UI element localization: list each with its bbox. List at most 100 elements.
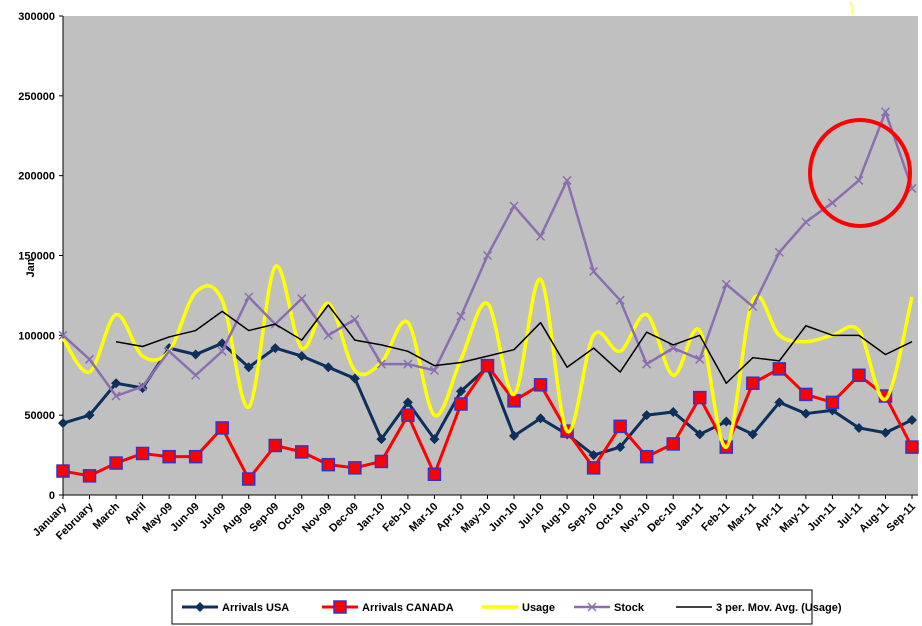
- point: [138, 381, 148, 391]
- point: [297, 294, 307, 304]
- x-tick-label: Sep-10: [566, 501, 600, 535]
- point: [825, 395, 840, 410]
- point: [905, 440, 919, 454]
- x-tick-label: Nov-10: [618, 501, 652, 535]
- point: [244, 292, 254, 302]
- point: [190, 349, 201, 360]
- point: [613, 419, 627, 434]
- x-tick-label: Jun-10: [487, 501, 521, 535]
- point: [296, 351, 307, 362]
- point: [84, 410, 95, 421]
- legend-label: Usage: [522, 602, 555, 614]
- point: [509, 201, 519, 211]
- point: [853, 422, 864, 433]
- point: [721, 416, 732, 427]
- legend-label: Arrivals CANADA: [362, 602, 454, 614]
- point: [747, 429, 758, 440]
- point: [427, 467, 442, 481]
- point: [58, 418, 68, 429]
- point: [509, 430, 520, 441]
- point: [58, 330, 68, 340]
- point: [323, 330, 333, 340]
- point: [852, 368, 866, 382]
- point: [586, 461, 601, 475]
- series-line: [61, 264, 914, 449]
- point: [668, 343, 678, 353]
- point: [376, 434, 387, 445]
- point: [455, 386, 466, 397]
- y-tick-label: 0: [49, 490, 55, 502]
- y-tick-label: 200000: [18, 171, 55, 183]
- point: [111, 378, 122, 389]
- y-tick-label: 100000: [18, 330, 55, 342]
- point: [164, 346, 174, 356]
- legend-item: Usage: [482, 602, 555, 614]
- point: [588, 450, 599, 461]
- point: [376, 359, 386, 369]
- point: [56, 464, 70, 478]
- x-tick-label: Aug-09: [220, 501, 255, 536]
- x-tick-label: Feb-11: [699, 501, 732, 534]
- point: [109, 456, 123, 470]
- legend-label: Stock: [614, 602, 645, 614]
- point: [456, 311, 466, 321]
- decoration: [849, 1, 854, 15]
- point: [880, 107, 890, 117]
- point: [642, 359, 652, 369]
- legend-marker: [587, 602, 597, 612]
- y-axis-label: Jan: [25, 258, 37, 277]
- x-tick-label: Mar-10: [407, 501, 441, 535]
- point: [402, 397, 413, 408]
- legend-marker: [333, 600, 347, 614]
- point: [243, 362, 254, 373]
- point: [85, 354, 95, 364]
- point: [639, 449, 654, 464]
- point: [694, 429, 705, 440]
- point: [507, 394, 521, 408]
- highlight-circle: [808, 118, 912, 228]
- point: [533, 378, 548, 392]
- x-tick-label: May-09: [140, 501, 175, 536]
- x-tick-label: Mar-11: [726, 501, 759, 534]
- point: [217, 346, 227, 356]
- point: [666, 437, 680, 451]
- point: [162, 449, 176, 464]
- point: [188, 449, 203, 464]
- point: [403, 359, 413, 369]
- legend-label: 3 per. Mov. Avg. (Usage): [716, 602, 842, 614]
- point: [907, 414, 917, 425]
- x-tick-label: Sep-11: [885, 501, 919, 535]
- point: [348, 461, 362, 475]
- x-tick-label: Aug-11: [857, 501, 891, 535]
- x-tick-label: Feb-10: [380, 501, 414, 535]
- point: [774, 247, 784, 257]
- x-tick-label: May-10: [459, 501, 494, 536]
- x-tick-label: Aug-10: [538, 501, 573, 536]
- point: [746, 376, 760, 390]
- point: [799, 387, 813, 402]
- point: [668, 406, 679, 417]
- series-line: [115, 304, 913, 384]
- legend-item: Arrivals USA: [182, 602, 289, 614]
- point: [854, 175, 864, 185]
- point: [82, 469, 97, 483]
- point: [135, 446, 150, 461]
- point: [137, 383, 148, 394]
- point: [323, 362, 334, 373]
- point: [536, 231, 546, 241]
- point: [191, 370, 201, 380]
- point: [695, 354, 705, 364]
- point: [535, 413, 546, 424]
- point: [615, 442, 626, 453]
- x-tick-label: Jun-11: [805, 501, 838, 534]
- point: [429, 365, 439, 375]
- point: [772, 362, 787, 376]
- point: [562, 175, 572, 185]
- y-tick-label: 250000: [18, 91, 55, 103]
- x-tick-label: March: [91, 500, 123, 532]
- point: [401, 408, 415, 422]
- point: [748, 302, 758, 312]
- point: [827, 198, 837, 208]
- point: [693, 390, 707, 405]
